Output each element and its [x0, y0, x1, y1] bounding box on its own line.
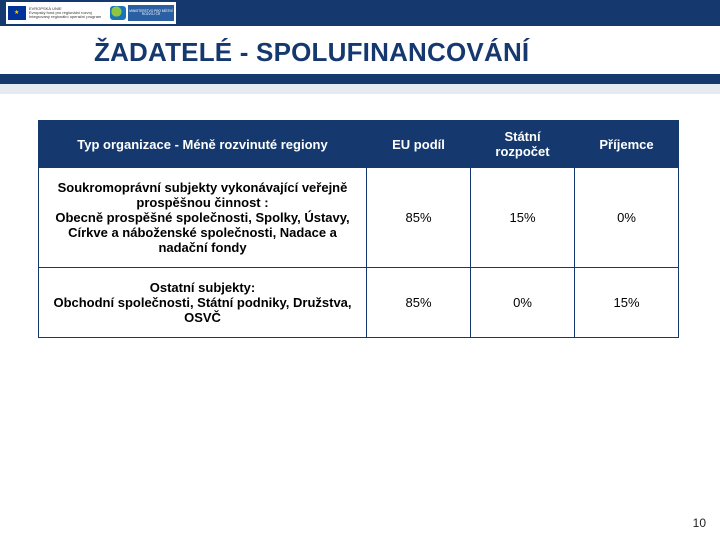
cell-prijemce: 15% — [575, 268, 679, 338]
table-header-row: Typ organizace - Méně rozvinuté regiony … — [39, 121, 679, 168]
irop-logo-icon — [110, 6, 126, 20]
eu-flag-icon — [8, 6, 26, 20]
funding-table-wrap: Typ organizace - Méně rozvinuté regiony … — [38, 120, 676, 338]
page-title: ŽADATELÉ - SPOLUFINANCOVÁNÍ — [94, 37, 529, 68]
cell-statni: 0% — [471, 268, 575, 338]
logo-block: EVROPSKÁ UNIEEvropský fond pro regionáln… — [6, 2, 176, 24]
ministry-logo-icon: MINISTERSTVO PRO MÍSTNÍ ROZVOJ ČR — [128, 5, 174, 21]
page-number: 10 — [693, 516, 706, 530]
eu-caption: EVROPSKÁ UNIEEvropský fond pro regionáln… — [28, 7, 108, 19]
cell-desc: Ostatní subjekty:Obchodní společnosti, S… — [39, 268, 367, 338]
col-header-type: Typ organizace - Méně rozvinuté regiony — [39, 121, 367, 168]
cell-eu: 85% — [367, 268, 471, 338]
funding-table: Typ organizace - Méně rozvinuté regiony … — [38, 120, 679, 338]
slide-root: EVROPSKÁ UNIEEvropský fond pro regionáln… — [0, 0, 720, 540]
header-strip: EVROPSKÁ UNIEEvropský fond pro regionáln… — [0, 0, 720, 26]
cell-statni: 15% — [471, 168, 575, 268]
col-header-prijemce: Příjemce — [575, 121, 679, 168]
title-underline-bar — [0, 74, 720, 84]
cell-prijemce: 0% — [575, 168, 679, 268]
cell-desc: Soukromoprávní subjekty vykonávající veř… — [39, 168, 367, 268]
ministry-caption: MINISTERSTVO PRO MÍSTNÍ ROZVOJ ČR — [128, 10, 174, 17]
table-row: Ostatní subjekty:Obchodní společnosti, S… — [39, 268, 679, 338]
title-area: ŽADATELÉ - SPOLUFINANCOVÁNÍ — [94, 30, 654, 74]
cell-eu: 85% — [367, 168, 471, 268]
col-header-statni: Státní rozpočet — [471, 121, 575, 168]
col-header-eu: EU podíl — [367, 121, 471, 168]
table-row: Soukromoprávní subjekty vykonávající veř… — [39, 168, 679, 268]
